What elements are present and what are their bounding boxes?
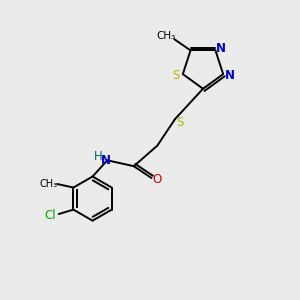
Text: N: N bbox=[225, 69, 235, 82]
Text: H: H bbox=[94, 150, 103, 163]
Text: S: S bbox=[177, 116, 184, 129]
Text: S: S bbox=[173, 69, 180, 82]
Text: CH₃: CH₃ bbox=[157, 31, 176, 41]
Text: Cl: Cl bbox=[45, 209, 56, 222]
Text: CH₃: CH₃ bbox=[40, 179, 58, 189]
Text: N: N bbox=[216, 42, 226, 56]
Text: O: O bbox=[153, 173, 162, 186]
Text: N: N bbox=[101, 154, 111, 167]
